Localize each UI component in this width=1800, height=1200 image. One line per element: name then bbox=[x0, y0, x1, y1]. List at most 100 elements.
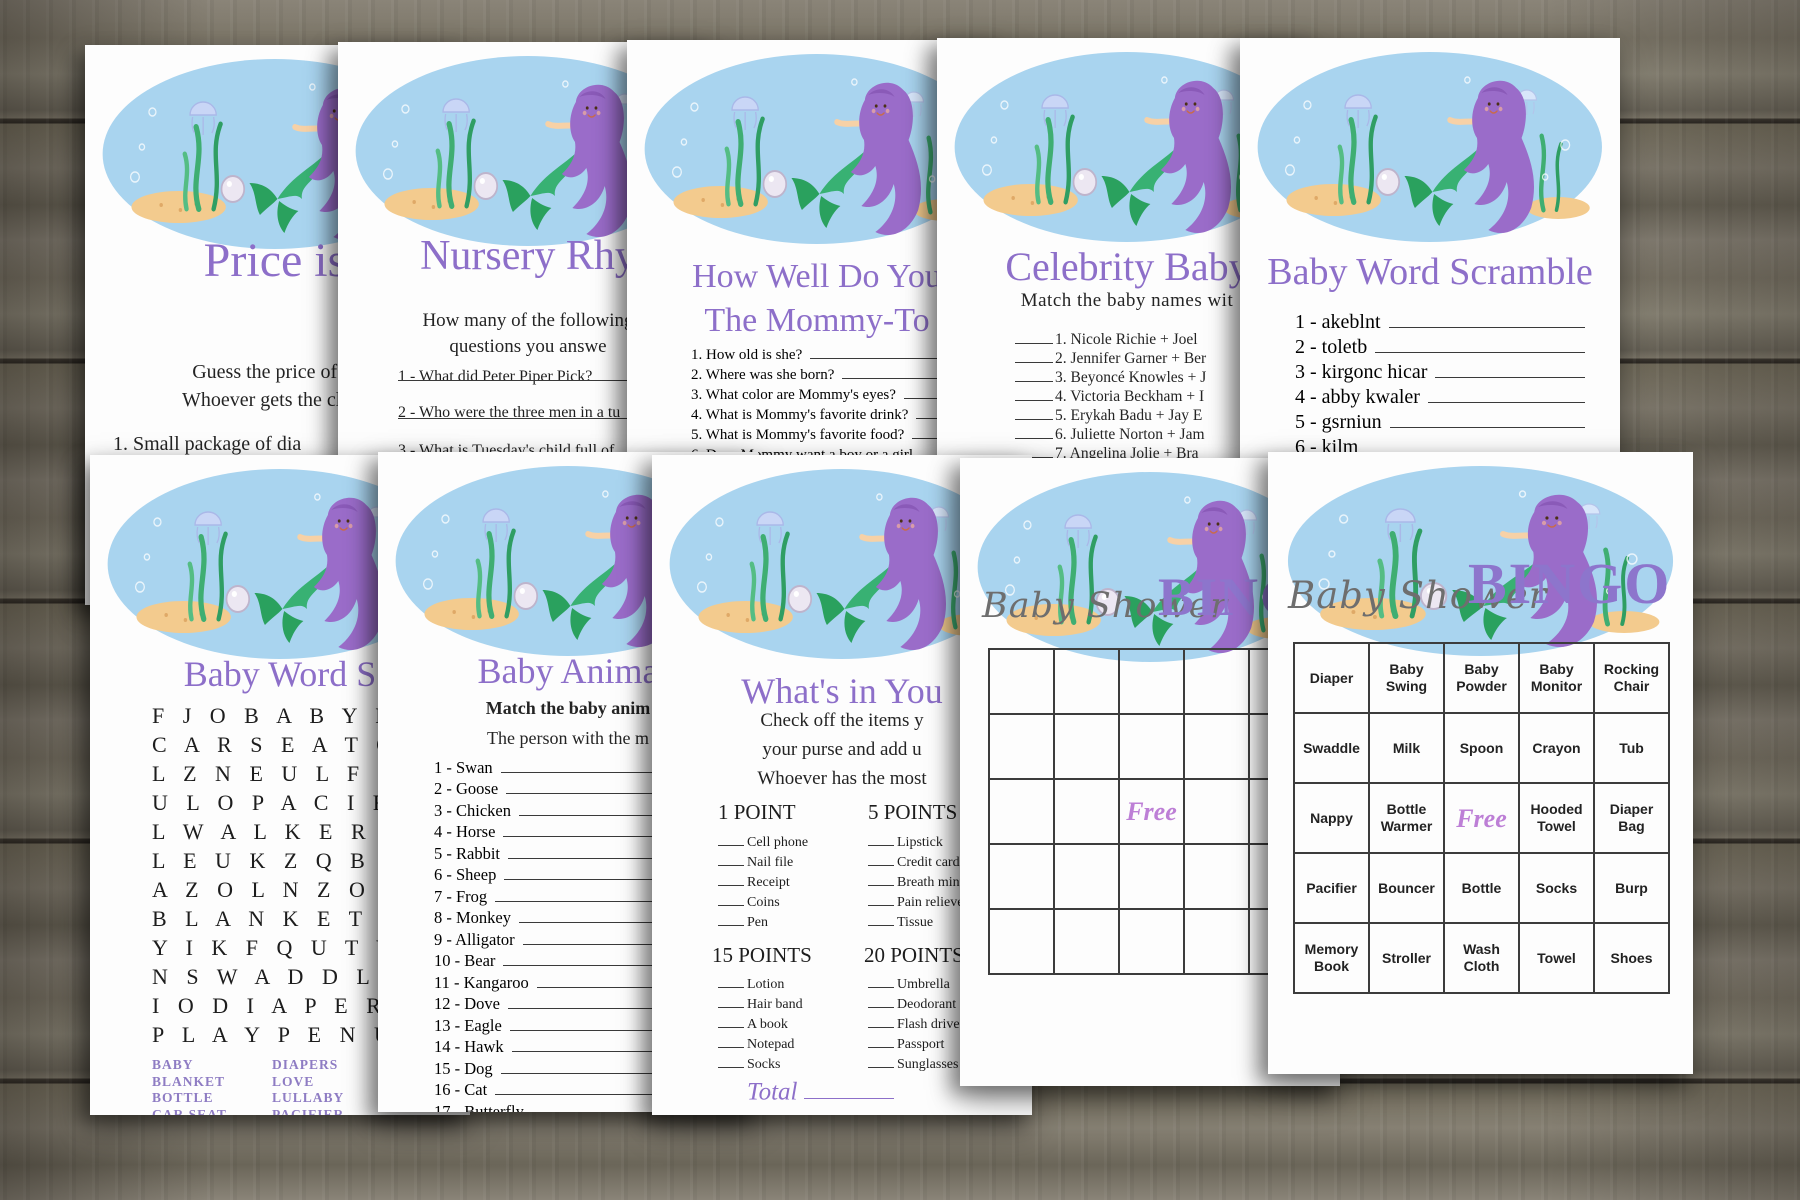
scramble-item: 1 - akeblnt bbox=[1295, 310, 1585, 334]
wordsearch-row: P L A Y P E N U bbox=[152, 1022, 392, 1047]
word-list-item: LOVE bbox=[272, 1073, 315, 1089]
purse-item: Tissue bbox=[868, 913, 933, 931]
animal-item: 14 - Hawk bbox=[434, 1037, 734, 1057]
purse-item: Passport bbox=[868, 1035, 944, 1053]
bingo-cell bbox=[989, 714, 1054, 779]
purse-item-label: Breath mints bbox=[897, 874, 969, 890]
bingo-cell: Wash Cloth bbox=[1444, 923, 1519, 993]
bingo-cell: Socks bbox=[1519, 853, 1594, 923]
purse-item: Deodorant bbox=[868, 995, 956, 1013]
answer-line bbox=[503, 951, 734, 967]
check-line bbox=[868, 975, 894, 988]
intro-text: Whoever gets the close bbox=[181, 389, 369, 411]
page-title: Nursery Rhy bbox=[420, 233, 636, 279]
match-text: 1. Nicole Richie + Joel bbox=[1055, 331, 1198, 349]
match-text: 6. Juliette Norton + Jam bbox=[1055, 426, 1205, 444]
animal-name: 10 - Bear bbox=[434, 951, 496, 971]
animal-item: 12 - Dove bbox=[434, 994, 734, 1014]
total-label: Total bbox=[747, 1078, 798, 1106]
purse-item-label: Credit card bbox=[897, 854, 960, 870]
bingo-cell bbox=[1184, 779, 1249, 844]
answer-line bbox=[536, 973, 734, 989]
purse-item: Pain reliever bbox=[868, 893, 968, 911]
purse-item: Cell phone bbox=[718, 833, 808, 851]
purse-item: Lotion bbox=[718, 975, 784, 993]
points-header: 15 POINTS bbox=[712, 943, 812, 967]
check-line bbox=[718, 1055, 744, 1068]
bingo-cell: Spoon bbox=[1444, 713, 1519, 783]
question-item: 2 - Who were the three men in a tu bbox=[398, 404, 621, 421]
answer-line bbox=[810, 345, 991, 359]
intro-text: Guess the price of th bbox=[192, 361, 358, 383]
intro-text: How many of the following bbox=[422, 310, 634, 331]
bingo-cell: Hooded Towel bbox=[1519, 783, 1594, 853]
animal-item: 7 - Frog bbox=[434, 887, 734, 907]
bingo-cell bbox=[1184, 714, 1249, 779]
wordsearch-row: Y I K F Q U T V bbox=[152, 935, 394, 960]
purse-item-label: A book bbox=[747, 1016, 788, 1032]
bingo-grid-blank: Free bbox=[988, 648, 1315, 975]
animal-name: 14 - Hawk bbox=[434, 1037, 504, 1057]
purse-item: Credit card bbox=[868, 853, 960, 871]
animal-name: 6 - Sheep bbox=[434, 865, 497, 885]
animal-item: 10 - Bear bbox=[434, 951, 734, 971]
intro-text: Whoever has the most bbox=[757, 768, 927, 789]
purse-item-label: Socks bbox=[747, 1056, 781, 1072]
bingo-cell: Diaper Bag bbox=[1594, 783, 1669, 853]
check-line bbox=[718, 995, 744, 1008]
check-line bbox=[718, 913, 744, 926]
page-title: Celebrity Baby bbox=[1005, 244, 1249, 289]
animal-item: 4 - Horse bbox=[434, 822, 734, 842]
scramble-word: 3 - kirgonc hicar bbox=[1295, 361, 1428, 383]
purse-item: Receipt bbox=[718, 873, 790, 891]
purse-item: A book bbox=[718, 1015, 788, 1033]
match-text: 7. Angelina Jolie + Bra bbox=[1055, 445, 1199, 463]
list-item: 1. Small package of dia bbox=[113, 433, 302, 455]
purse-item: Flash drive bbox=[868, 1015, 960, 1033]
animal-name: 5 - Rabbit bbox=[434, 844, 500, 864]
match-item: 2. Jennifer Garner + Ber bbox=[1015, 349, 1206, 368]
page-title: Baby Anima bbox=[477, 651, 659, 691]
match-item: 6. Juliette Norton + Jam bbox=[1015, 425, 1205, 444]
bingo-cell: Towel bbox=[1519, 923, 1594, 993]
page-title: Baby Word S bbox=[183, 654, 377, 694]
answer-line bbox=[500, 758, 734, 774]
wordsearch-row: U L O P A C I F bbox=[152, 790, 388, 815]
answer-line bbox=[507, 994, 734, 1010]
purse-item-label: Lipstick bbox=[897, 834, 943, 850]
purse-item-label: Umbrella bbox=[897, 976, 950, 992]
match-item: 4. Victoria Beckham + I bbox=[1015, 387, 1204, 406]
bingo-cell: Stroller bbox=[1369, 923, 1444, 993]
check-line bbox=[868, 1015, 894, 1028]
match-text: 3. Beyoncé Knowles + J bbox=[1055, 369, 1207, 387]
purse-item: Coins bbox=[718, 893, 780, 911]
purse-item-label: Pain reliever bbox=[897, 894, 969, 910]
bingo-cell bbox=[989, 779, 1054, 844]
bingo-cell: Swaddle bbox=[1294, 713, 1369, 783]
bingo-free-cell: Free bbox=[1444, 783, 1519, 853]
purse-item: Notepad bbox=[718, 1035, 794, 1053]
page-title-line2: The Mommy-To bbox=[704, 302, 930, 339]
animal-item: 8 - Monkey bbox=[434, 908, 734, 928]
check-line bbox=[868, 995, 894, 1008]
mermaid-illustration bbox=[1255, 50, 1605, 245]
answer-line bbox=[503, 822, 734, 838]
page-title-line1: How Well Do You bbox=[692, 258, 942, 295]
match-item: 5. Erykah Badu + Jay E bbox=[1015, 406, 1202, 425]
points-header: 5 POINTS bbox=[868, 800, 958, 824]
intro-text: Match the baby anim bbox=[485, 698, 651, 718]
bingo-cell bbox=[1054, 779, 1119, 844]
bingo-cell: Rocking Chair bbox=[1594, 643, 1669, 713]
purse-item: Breath mints bbox=[868, 873, 969, 891]
answer-line bbox=[1015, 444, 1053, 459]
purse-item-label: Deodorant bbox=[897, 996, 957, 1012]
answer-line bbox=[518, 801, 734, 817]
animal-item: 13 - Eagle bbox=[434, 1016, 734, 1036]
bingo-cell bbox=[989, 844, 1054, 909]
scramble-word: 1 - akeblnt bbox=[1295, 311, 1381, 333]
animal-item: 6 - Sheep bbox=[434, 865, 734, 885]
answer-line bbox=[508, 844, 734, 860]
animal-item: 11 - Kangaroo bbox=[434, 973, 734, 993]
check-line bbox=[868, 893, 894, 906]
